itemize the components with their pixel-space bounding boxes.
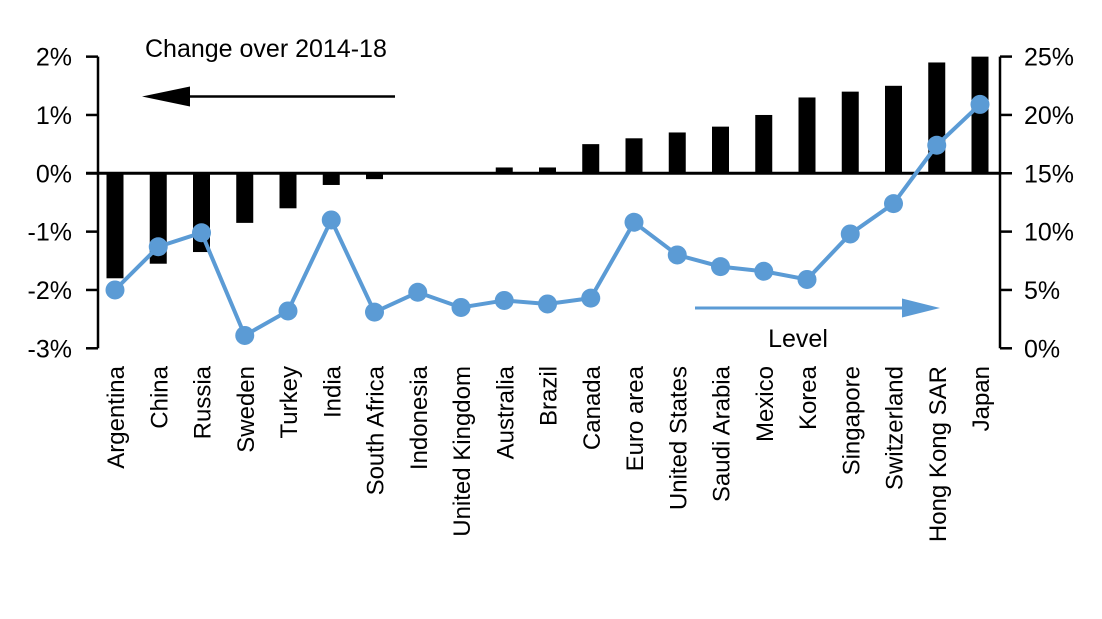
dot-Argentina — [105, 280, 125, 300]
category-label-United Kingdom: United Kingdom — [449, 366, 476, 537]
line-series-label: Level — [768, 325, 828, 353]
dot-Brazil — [538, 294, 557, 314]
dot-United Kingdom — [451, 297, 471, 317]
bar-Korea — [798, 97, 816, 174]
dot-Mexico — [754, 261, 774, 281]
bar-Switzerland — [885, 85, 902, 174]
right-axis-tick-label: 0% — [1024, 335, 1060, 363]
category-label-Korea: Korea — [795, 365, 822, 430]
category-label-Canada: Canada — [579, 365, 606, 450]
bar-Brazil — [539, 167, 556, 174]
left-axis-tick-label: -1% — [28, 219, 72, 247]
dot-South Africa — [365, 302, 384, 322]
bar-Japan — [971, 56, 989, 174]
category-label-China: China — [146, 365, 173, 428]
category-label-Russia: Russia — [190, 365, 217, 439]
left-axis-tick-label: -3% — [28, 335, 72, 363]
bar-Sweden — [236, 173, 254, 223]
dot-Singapore — [840, 224, 860, 244]
bar-Turkey — [279, 173, 297, 209]
dot-Russia — [192, 223, 211, 243]
dot-Saudi Arabia — [711, 257, 730, 277]
dot-Turkey — [278, 301, 298, 321]
category-label-Sweden: Sweden — [233, 366, 260, 453]
dot-Australia — [494, 290, 514, 310]
dot-Indonesia — [408, 282, 428, 302]
category-label-India: India — [319, 365, 346, 418]
right-axis-tick-label: 5% — [1024, 277, 1060, 305]
bar-India — [322, 173, 340, 185]
bar-Saudi Arabia — [712, 126, 729, 174]
bar-South Africa — [366, 173, 383, 180]
category-label-Turkey: Turkey — [276, 366, 303, 438]
category-label-Switzerland: Switzerland — [882, 366, 909, 490]
dot-Sweden — [235, 325, 255, 345]
dot-Euro area — [624, 212, 644, 232]
category-label-Japan: Japan — [968, 366, 995, 431]
category-label-Brazil: Brazil — [536, 366, 563, 426]
category-label-Euro area: Euro area — [622, 365, 649, 471]
bar-United States — [668, 132, 686, 174]
category-label-Mexico: Mexico — [752, 366, 779, 442]
right-axis-tick-label: 20% — [1024, 102, 1074, 130]
category-label-Hong Kong SAR: Hong Kong SAR — [925, 366, 952, 542]
dot-Japan — [970, 94, 990, 114]
left-axis-tick-label: 2% — [36, 44, 72, 72]
bar-Euro area — [625, 138, 643, 174]
left-axis-tick-label: -2% — [28, 277, 72, 305]
dot-China — [148, 237, 168, 257]
bar-series-label: Change over 2014-18 — [145, 35, 387, 63]
category-label-South Africa: South Africa — [363, 365, 390, 495]
right-axis-tick-label: 10% — [1024, 219, 1074, 247]
bar-Hong Kong SAR — [928, 62, 946, 174]
left-axis-tick-label: 1% — [36, 102, 72, 130]
category-label-United States: United States — [665, 366, 692, 510]
left-axis-tick-label: 0% — [36, 160, 72, 188]
dot-Canada — [581, 288, 601, 308]
left-arrowhead-icon — [142, 86, 190, 107]
right-axis-tick-label: 25% — [1024, 44, 1074, 72]
right-arrowhead-icon — [902, 298, 940, 318]
category-label-Saudi Arabia: Saudi Arabia — [709, 365, 736, 502]
bar-Canada — [582, 144, 600, 174]
category-label-Indonesia: Indonesia — [406, 365, 433, 470]
dot-Switzerland — [884, 194, 903, 214]
bar-Argentina — [106, 173, 124, 279]
bar-Australia — [495, 167, 513, 174]
right-axis-tick-label: 15% — [1024, 160, 1074, 188]
bar-Singapore — [841, 91, 859, 174]
category-label-Australia: Australia — [492, 365, 519, 459]
category-label-Singapore: Singapore — [838, 366, 865, 475]
dot-India — [321, 210, 341, 230]
dot-Hong Kong SAR — [927, 135, 947, 155]
dot-United States — [667, 245, 687, 265]
category-label-Argentina: Argentina — [103, 365, 130, 468]
dot-Korea — [797, 269, 817, 289]
bar-Mexico — [755, 114, 773, 174]
